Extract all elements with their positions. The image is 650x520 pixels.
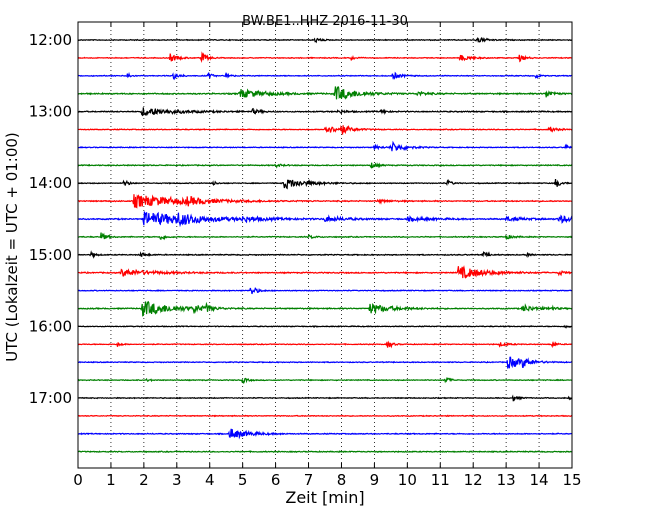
grid-layer bbox=[110, 22, 540, 468]
x-tick-label-14: 14 bbox=[530, 471, 549, 489]
y-tick-label-1: 13:00 bbox=[29, 103, 72, 121]
y-tick-label-5: 17:00 bbox=[29, 389, 72, 407]
y-tick-label-3: 15:00 bbox=[29, 246, 72, 264]
trace-layer bbox=[77, 36, 573, 454]
trace-1630 bbox=[77, 356, 573, 369]
y-tick-label-2: 14:00 bbox=[29, 174, 72, 192]
x-tick-label-13: 13 bbox=[497, 471, 516, 489]
x-tick-label-11: 11 bbox=[431, 471, 450, 489]
trace-1500 bbox=[77, 250, 573, 259]
trace-1230 bbox=[77, 71, 573, 81]
trace-1745 bbox=[77, 450, 573, 454]
x-tick-label-0: 0 bbox=[73, 471, 83, 489]
y-tick-label-0: 12:00 bbox=[29, 31, 72, 49]
y-tick-label-4: 16:00 bbox=[29, 317, 72, 335]
trace-1330 bbox=[77, 140, 573, 152]
trace-1415 bbox=[77, 194, 573, 209]
trace-1300 bbox=[77, 107, 573, 117]
trace-1245 bbox=[77, 86, 573, 100]
x-tick-label-10: 10 bbox=[398, 471, 417, 489]
trace-1530 bbox=[77, 287, 573, 295]
tick-layer: 0 1 2 3 4 5 6 7 8 9 10 11 12 13 14 1512:0013:0014:0015:… bbox=[29, 22, 582, 489]
x-tick-label-1: 1 bbox=[106, 471, 116, 489]
x-tick-label-8: 8 bbox=[337, 471, 347, 489]
trace-1445 bbox=[77, 232, 573, 241]
x-tick-label-4: 4 bbox=[205, 471, 215, 489]
trace-1700 bbox=[77, 394, 573, 402]
trace-1215 bbox=[77, 51, 573, 63]
x-tick-label-5: 5 bbox=[238, 471, 248, 489]
trace-1730 bbox=[77, 428, 573, 440]
trace-1515 bbox=[77, 265, 573, 279]
trace-1715 bbox=[77, 414, 573, 418]
plot-frame bbox=[77, 21, 573, 469]
x-tick-label-3: 3 bbox=[172, 471, 182, 489]
trace-1600 bbox=[77, 324, 573, 329]
trace-1200 bbox=[77, 36, 573, 44]
trace-1430 bbox=[77, 211, 573, 228]
trace-1315 bbox=[77, 124, 573, 135]
trace-1345 bbox=[77, 162, 572, 169]
trace-1545 bbox=[77, 300, 573, 317]
x-tick-label-9: 9 bbox=[370, 471, 380, 489]
x-tick-label-6: 6 bbox=[271, 471, 281, 489]
y-axis-label: UTC (Lokalzeit = UTC + 01:00) bbox=[3, 132, 21, 362]
trace-1400 bbox=[77, 178, 573, 190]
trace-1615 bbox=[77, 340, 573, 349]
x-tick-label-15: 15 bbox=[562, 471, 581, 489]
trace-1645 bbox=[77, 376, 573, 385]
x-tick-label-2: 2 bbox=[139, 471, 149, 489]
x-tick-label-7: 7 bbox=[304, 471, 314, 489]
x-axis-label: Zeit [min] bbox=[285, 488, 364, 507]
x-tick-label-12: 12 bbox=[464, 471, 483, 489]
